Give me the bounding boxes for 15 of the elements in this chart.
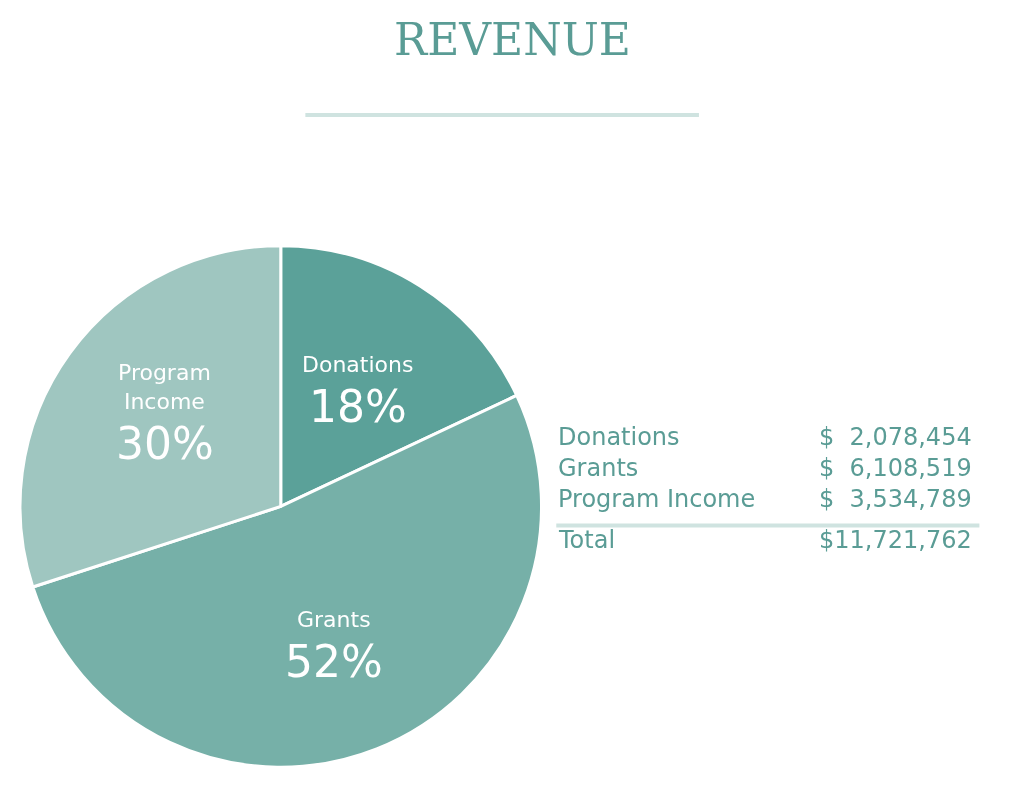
data-label: 30% — [116, 418, 214, 469]
text: Program Income — [558, 485, 756, 513]
slice-label: Donations — [302, 352, 414, 377]
text: $ 3,534,789 — [819, 485, 972, 513]
text: Grants — [558, 454, 639, 482]
slice-label: Grants — [297, 607, 371, 632]
text: $11,721,762 — [819, 526, 972, 554]
chart-title: REVENUE — [394, 14, 631, 65]
text: $ 6,108,519 — [819, 454, 972, 482]
text: Total — [558, 526, 616, 554]
data-label: 52% — [285, 636, 383, 687]
text: Donations — [558, 423, 680, 451]
data-label: 18% — [309, 381, 407, 432]
text: $ 2,078,454 — [819, 423, 972, 451]
slice-label: Program Income — [118, 360, 211, 414]
